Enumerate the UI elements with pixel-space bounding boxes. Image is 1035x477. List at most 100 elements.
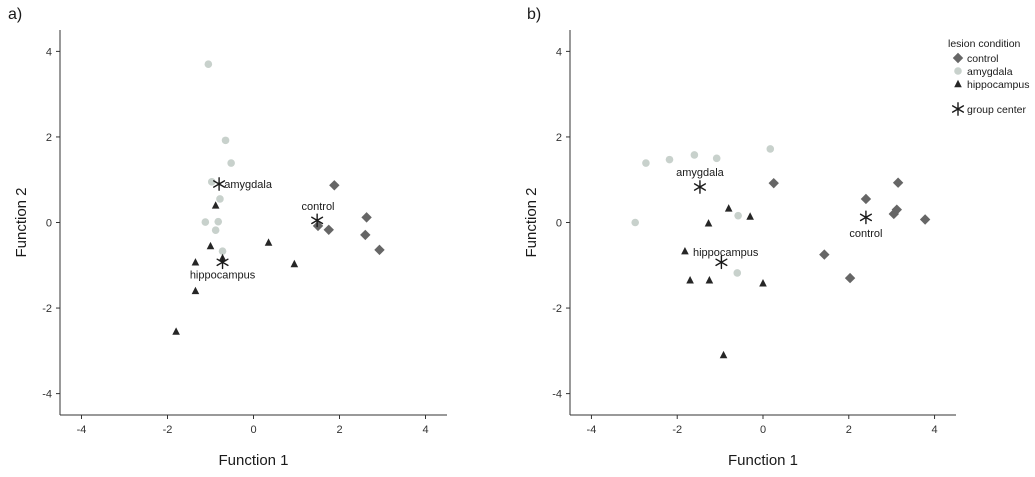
- legend-marker-hippocampus: [954, 79, 962, 88]
- x-tick-label: 0: [760, 424, 766, 436]
- amygdala-point: [221, 136, 230, 145]
- legend-label: hippocampus: [967, 79, 1029, 91]
- amygdala-point: [218, 247, 227, 255]
- amygdala-point: [733, 269, 742, 277]
- group-label-hippocampus: hippocampus: [190, 270, 256, 282]
- hippocampus-point: [191, 286, 200, 295]
- legend-label: group center: [967, 104, 1026, 116]
- legend-marker-group-center: [951, 102, 965, 116]
- y-tick-label: -2: [552, 303, 562, 315]
- hippocampus-point: [206, 241, 215, 250]
- hippocampus-point: [290, 259, 299, 268]
- control-point: [919, 214, 931, 225]
- amygdala-point: [214, 217, 223, 226]
- hippocampus-point: [724, 204, 733, 212]
- hippocampus-point: [759, 279, 767, 287]
- hippocampus-point: [211, 201, 220, 209]
- x-tick-label: 2: [336, 424, 342, 436]
- group-label-hippocampus: hippocampus: [693, 247, 759, 259]
- y-tick-label: 0: [46, 218, 52, 230]
- control-point: [860, 193, 872, 205]
- legend-title: lesion condition: [948, 38, 1021, 50]
- panel-label: b): [527, 6, 541, 23]
- x-axis-label: Function 1: [728, 452, 798, 469]
- hippocampus-point: [746, 212, 754, 220]
- amygdala-point: [665, 155, 674, 164]
- group-label-control: control: [301, 201, 334, 213]
- amygdala-point: [201, 218, 210, 226]
- x-axis-label: Function 1: [218, 452, 288, 469]
- control-point: [844, 272, 856, 284]
- y-tick-label: 4: [46, 46, 52, 58]
- amygdala-point: [712, 154, 721, 163]
- group-label-amygdala: amygdala: [224, 179, 273, 191]
- x-tick-label: -4: [77, 424, 87, 436]
- amygdala-point: [216, 195, 224, 203]
- amygdala-point: [690, 151, 699, 159]
- group-center-star: [216, 255, 229, 270]
- control-point: [768, 177, 779, 189]
- amygdala-point: [631, 218, 639, 227]
- control-point: [374, 244, 385, 256]
- amygdala-point: [734, 211, 742, 220]
- legend-marker-amygdala: [954, 67, 962, 75]
- panel-b: b) -4 -2 0 2 4 -4 -2 0 2 4 Function 1 Function 2 amyg…: [523, 6, 956, 469]
- amygdala-point: [211, 226, 220, 234]
- x-tick-label: 2: [846, 424, 852, 436]
- control-point: [888, 208, 900, 220]
- hippocampus-point: [705, 276, 714, 284]
- series-amygdala: [201, 60, 235, 255]
- legend-label: amygdala: [967, 66, 1013, 78]
- amygdala-point: [204, 60, 213, 69]
- series-amygdala: [631, 145, 775, 277]
- control-point: [323, 224, 334, 235]
- x-tick-label: -4: [587, 424, 597, 436]
- legend-marker-control: [952, 52, 964, 64]
- x-tick-label: -2: [672, 424, 682, 436]
- y-tick-label: 4: [556, 46, 562, 58]
- y-tick-label: -2: [42, 303, 52, 315]
- hippocampus-point: [191, 258, 200, 266]
- control-point: [361, 212, 372, 223]
- hippocampus-point: [719, 350, 728, 359]
- control-point: [360, 229, 371, 241]
- amygdala-point: [642, 159, 650, 167]
- group-center-star: [213, 177, 226, 191]
- series-hippocampus: [172, 201, 299, 335]
- y-tick-label: 0: [556, 218, 562, 230]
- x-tick-label: 4: [422, 424, 428, 436]
- group-label-amygdala: amygdala: [676, 167, 725, 179]
- amygdala-point: [207, 178, 216, 186]
- group-center-star: [859, 210, 872, 225]
- legend-label: control: [967, 53, 999, 65]
- group-center-star: [715, 255, 728, 270]
- hippocampus-point: [172, 327, 180, 335]
- panel-label: a): [8, 6, 22, 23]
- group-center-star: [311, 213, 324, 228]
- x-tick-label: 4: [931, 424, 937, 436]
- hippocampus-point: [686, 276, 694, 284]
- series-hippocampus: [681, 204, 767, 359]
- legend: lesion condition controlamygdalahippocamp…: [948, 38, 1029, 116]
- x-tick-label: -2: [163, 424, 173, 436]
- series-control: [312, 180, 385, 256]
- y-axis-label: Function 2: [13, 187, 30, 257]
- panel-a: a) -4 -2 0 2 4 -4 -2 0 2 4 Function 1 Function 2 amyg…: [8, 6, 447, 469]
- control-point: [312, 220, 324, 232]
- series-control: [768, 177, 931, 284]
- series-group-center: [693, 180, 872, 270]
- y-tick-label: -4: [42, 389, 52, 401]
- group-label-control: control: [849, 228, 882, 240]
- y-tick-label: 2: [556, 132, 562, 144]
- x-tick-label: 0: [250, 424, 256, 436]
- hippocampus-point: [264, 238, 273, 246]
- group-center-star: [693, 180, 707, 194]
- hippocampus-point: [681, 246, 689, 255]
- y-tick-label: 2: [46, 132, 52, 144]
- control-point: [892, 177, 904, 188]
- hippocampus-point: [704, 219, 713, 227]
- control-point: [819, 249, 830, 260]
- amygdala-point: [227, 159, 235, 167]
